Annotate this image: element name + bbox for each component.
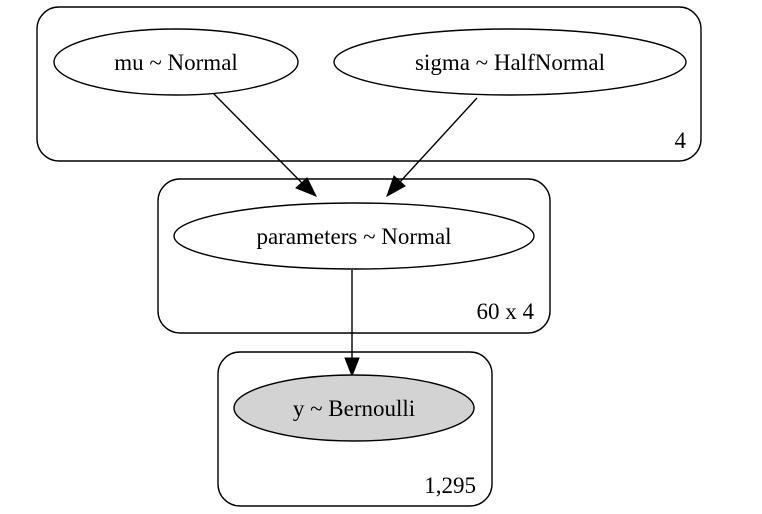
edge-mu-to-parameters-line xyxy=(209,89,304,185)
edge-parameters-to-y-arrowhead xyxy=(344,357,360,378)
edge-mu-to-parameters xyxy=(209,89,318,197)
node-y: y ~ Bernoulli xyxy=(233,374,475,442)
node-parameters: parameters ~ Normal xyxy=(173,202,535,270)
plate-60x4-label: 60 x 4 xyxy=(477,299,535,324)
plate-4-label: 4 xyxy=(675,128,687,153)
edge-mu-to-parameters-arrowhead xyxy=(295,177,318,197)
node-sigma-label: sigma ~ HalfNormal xyxy=(415,50,605,75)
node-mu: mu ~ Normal xyxy=(53,28,299,96)
node-sigma: sigma ~ HalfNormal xyxy=(333,28,687,96)
node-mu-ellipse xyxy=(53,28,299,96)
edge-sigma-to-parameters-arrowhead xyxy=(386,175,406,198)
edge-sigma-to-parameters xyxy=(386,97,478,198)
node-mu-label: mu ~ Normal xyxy=(114,50,238,75)
plate-1295-label: 1,295 xyxy=(424,473,476,498)
node-parameters-label: parameters ~ Normal xyxy=(256,224,451,249)
edge-sigma-to-parameters-line xyxy=(398,97,478,184)
node-y-ellipse xyxy=(233,374,475,442)
edge-parameters-to-y xyxy=(344,270,360,378)
node-y-label: y ~ Bernoulli xyxy=(293,396,415,421)
node-parameters-ellipse xyxy=(173,202,535,270)
node-sigma-ellipse xyxy=(333,28,687,96)
